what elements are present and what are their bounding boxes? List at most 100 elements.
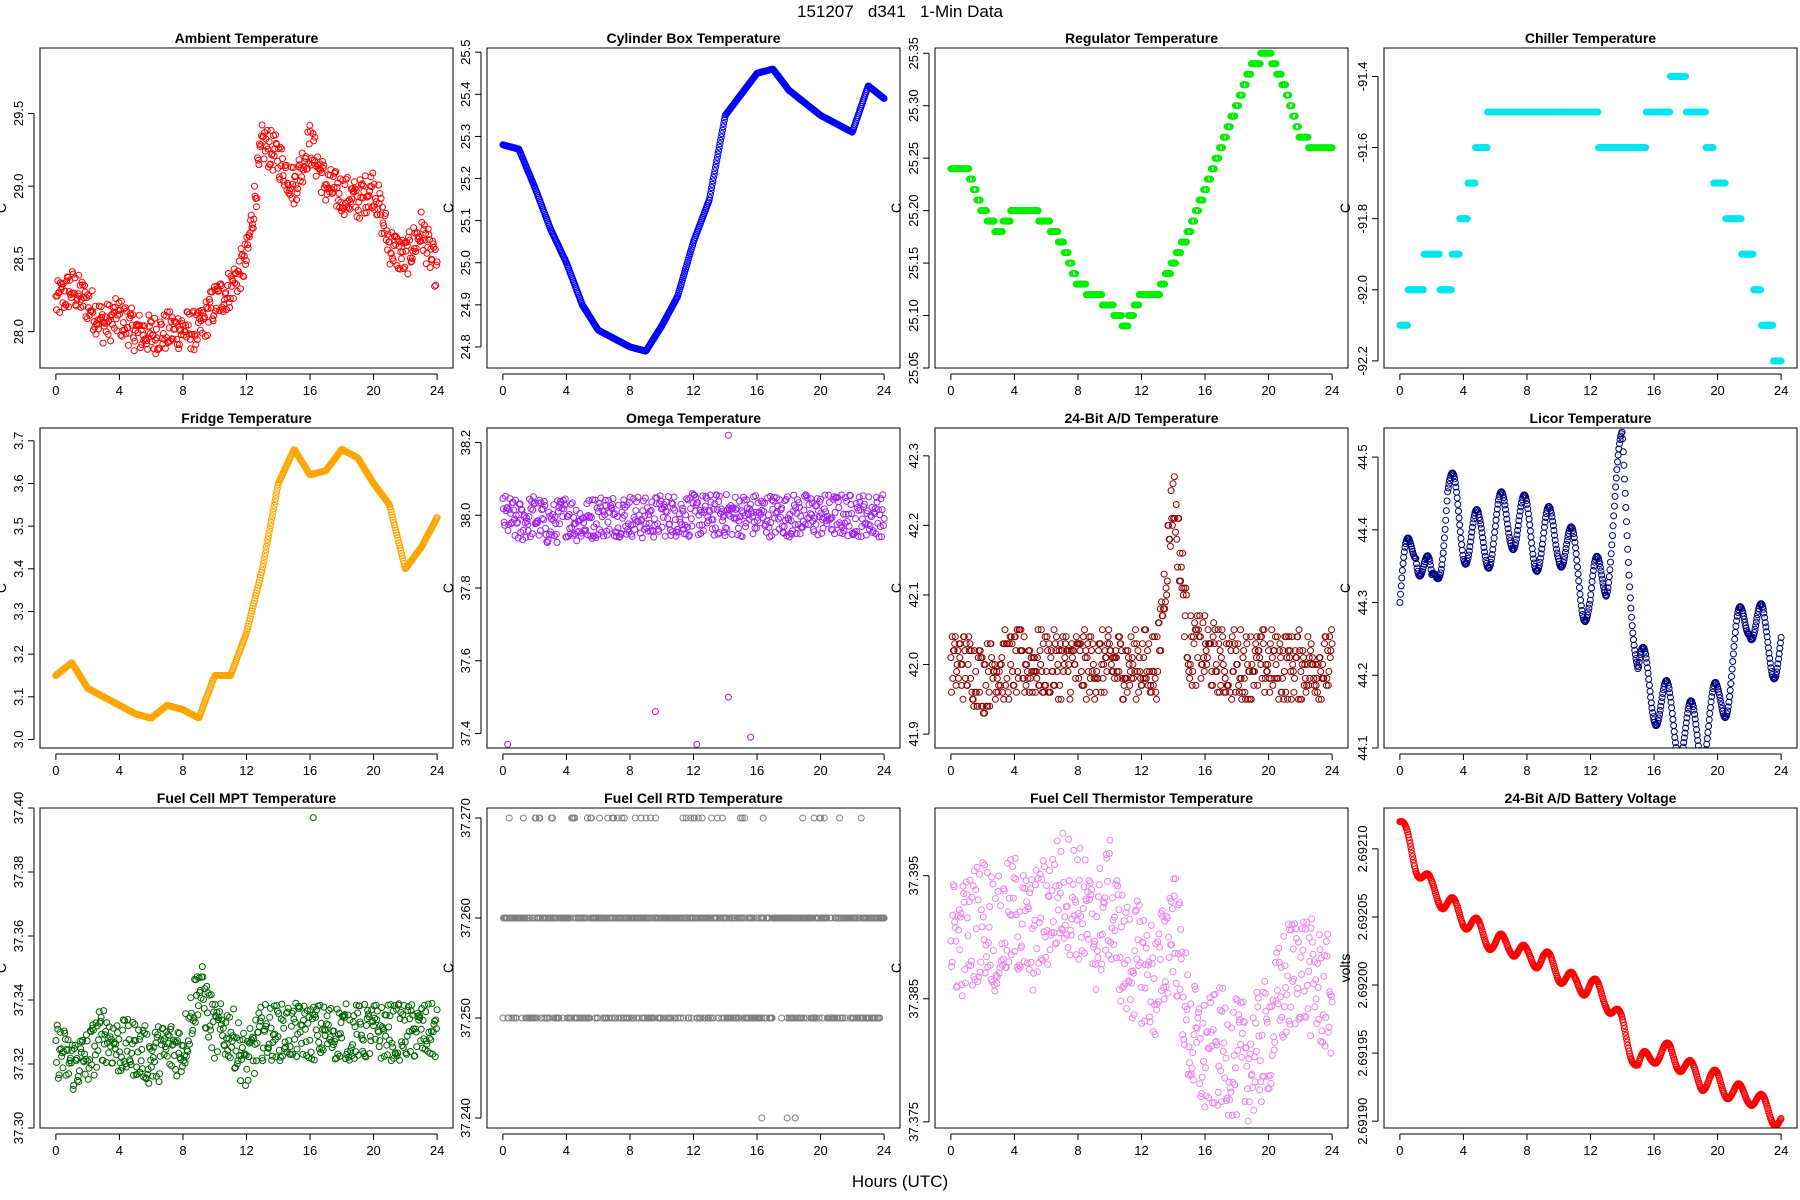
data-point	[1051, 681, 1059, 689]
data-point	[1185, 668, 1193, 675]
data-point	[1658, 694, 1666, 702]
data-point	[1190, 640, 1198, 648]
x-tick-label: 12	[1583, 383, 1597, 398]
panel-title: Fridge Temperature	[181, 410, 312, 426]
data-point	[1475, 514, 1483, 521]
data-point	[1605, 573, 1613, 581]
data-point	[384, 499, 392, 507]
data-points	[1396, 428, 1785, 748]
data-point	[252, 203, 260, 211]
data-point	[1679, 743, 1687, 748]
data-point	[767, 519, 775, 527]
data-point	[1642, 144, 1650, 152]
data-point	[1127, 633, 1135, 641]
data-point	[174, 315, 182, 323]
data-point	[1109, 301, 1117, 309]
data-point	[1732, 622, 1740, 630]
y-tick-label: 28.0	[11, 319, 26, 344]
data-point	[948, 633, 956, 641]
data-point	[1294, 123, 1302, 131]
data-point	[266, 522, 274, 530]
data-point	[560, 505, 568, 513]
data-point	[287, 185, 295, 193]
data-point-outlier	[724, 431, 732, 439]
data-point	[1240, 647, 1248, 655]
data-point	[303, 165, 311, 173]
data-point	[671, 506, 679, 514]
data-point	[256, 140, 263, 148]
y-axis: -92.2-92.0-91.8-91.6-91.4	[1355, 62, 1379, 376]
y-axis-label: C	[1337, 583, 1353, 593]
y-tick-label: 3.4	[11, 560, 26, 578]
data-point	[151, 336, 159, 344]
data-point	[1314, 688, 1321, 696]
data-point	[1628, 622, 1636, 630]
data-point	[761, 499, 768, 507]
y-tick-label: 25.35	[906, 37, 921, 70]
y-tick-label: 41.9	[906, 721, 921, 746]
data-point	[982, 681, 990, 689]
data-point	[1305, 654, 1313, 662]
data-point	[410, 224, 418, 232]
data-point	[433, 261, 440, 269]
data-point	[1180, 584, 1188, 592]
data-point	[504, 527, 512, 534]
data-point	[1128, 674, 1136, 682]
data-point	[1480, 543, 1488, 551]
data-point	[1320, 674, 1328, 682]
data-point	[330, 184, 338, 191]
y-tick-label: 37.6	[458, 648, 473, 673]
data-point	[1288, 102, 1296, 110]
data-point	[1666, 693, 1674, 701]
data-point	[1604, 584, 1612, 592]
panel-5: Fridge TemperatureC048121620243.03.13.23…	[0, 410, 454, 778]
data-point	[1511, 542, 1519, 550]
data-point	[53, 292, 61, 300]
data-point	[1643, 659, 1651, 667]
data-point	[998, 688, 1006, 696]
x-tick-label: 12	[686, 383, 700, 398]
data-point	[1328, 144, 1336, 152]
y-tick-label: 37.8	[458, 575, 473, 600]
data-point	[1574, 563, 1581, 571]
data-point	[1129, 661, 1137, 668]
data-point	[766, 492, 774, 500]
data-points	[1396, 72, 1785, 365]
data-point	[667, 531, 675, 539]
data-point	[687, 505, 695, 513]
data-point	[1231, 640, 1239, 648]
data-point	[1397, 582, 1405, 590]
data-point	[974, 702, 982, 710]
data-point	[342, 175, 350, 183]
data-point	[1028, 688, 1036, 696]
data-point	[1631, 651, 1639, 659]
y-tick-label: 24.9	[458, 292, 473, 317]
data-point	[1646, 687, 1654, 695]
y-tick-label: 37.4	[458, 721, 473, 746]
data-point	[607, 504, 615, 512]
data-point	[1584, 608, 1592, 616]
data-point	[812, 520, 820, 528]
data-point	[1701, 108, 1709, 116]
data-point	[1454, 500, 1462, 508]
y-tick-label: 25.2	[458, 166, 473, 191]
panel-title: Chiller Temperature	[1525, 30, 1656, 46]
data-point	[1202, 640, 1209, 648]
data-point	[592, 520, 600, 528]
data-point	[1504, 525, 1512, 533]
data-point	[1175, 514, 1183, 522]
data-point	[814, 531, 822, 539]
data-point	[1161, 280, 1169, 288]
data-point	[1575, 584, 1583, 592]
data-point	[647, 507, 655, 514]
x-tick-label: 24	[877, 383, 891, 398]
data-point	[646, 507, 654, 515]
data-point	[1065, 647, 1073, 655]
data-point	[1223, 133, 1230, 141]
data-point	[1586, 600, 1593, 608]
data-point	[247, 610, 255, 618]
data-point	[1194, 654, 1202, 662]
data-point	[314, 153, 321, 161]
data-point	[1060, 668, 1067, 675]
data-point	[553, 538, 561, 546]
